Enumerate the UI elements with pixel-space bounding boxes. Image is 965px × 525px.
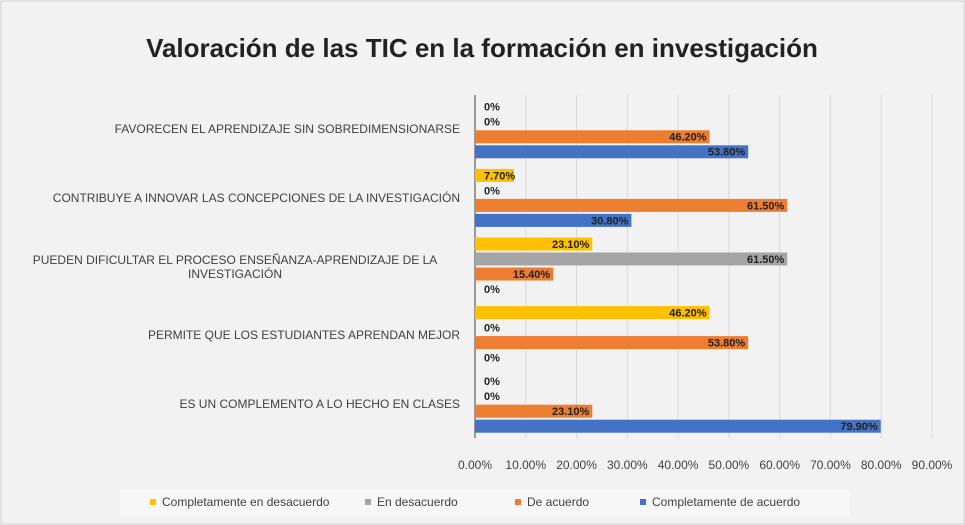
data-label: 53.80% [708,338,746,350]
category-text: PUEDEN DIFICULTAR EL PROCESO ENSEÑANZA-A… [32,252,438,281]
data-label: 0% [484,117,500,129]
data-label: 0% [484,102,500,114]
legend-swatch [515,499,521,505]
data-label: 79.90% [840,421,878,433]
legend-swatch [640,499,646,505]
bar [475,306,710,320]
legend-label: Completamente de acuerdo [652,495,800,509]
data-label: 53.80% [708,147,746,159]
y-tick-label: PERMITE QUE LOS ESTUDIANTES APRENDAN MEJ… [10,328,460,342]
data-label: 46.20% [669,132,707,144]
y-tick-label: PUEDEN DIFICULTAR EL PROCESO ENSEÑANZA-A… [10,253,460,281]
category-text: PERMITE QUE LOS ESTUDIANTES APRENDAN MEJ… [147,328,460,343]
legend-swatch [365,499,371,505]
bar [475,130,710,144]
data-label: 30.80% [591,215,629,227]
x-tick-label: 30.00% [607,458,648,472]
bar [475,419,881,433]
data-label: 0% [484,353,500,365]
y-tick-label: FAVORECEN EL APRENDIZAJE SIN SOBREDIMENS… [10,122,460,136]
bar [475,404,593,418]
category-text: ES UN COMPLEMENTO A LO HECHO EN CLASES [179,396,460,411]
bar [475,198,788,212]
bar [475,168,515,182]
bar [475,237,593,251]
x-tick-label: 60.00% [759,458,800,472]
data-label: 0% [484,376,500,388]
chart-title: Valoración de las TIC en la formación en… [146,33,818,63]
y-tick-label: ES UN COMPLEMENTO A LO HECHO EN CLASES [10,397,460,411]
x-tick-label: 40.00% [658,458,699,472]
x-tick-label: 10.00% [505,458,546,472]
data-label: 23.10% [552,406,590,418]
data-label: 61.50% [747,200,785,212]
y-tick-label: CONTRIBUYE A INNOVAR LAS CONCEPCIONES DE… [10,191,460,205]
data-label: 0% [484,391,500,403]
data-label: 0% [484,323,500,335]
data-label: 7.70% [484,170,515,182]
x-tick-label: 50.00% [709,458,750,472]
bar [475,336,749,350]
legend-label: Completamente en desacuerdo [162,495,330,509]
bar [475,252,788,266]
x-tick-label: 80.00% [861,458,902,472]
data-label: 46.20% [669,308,707,320]
data-label: 0% [484,284,500,296]
data-label: 15.40% [513,269,551,281]
legend-label: De acuerdo [527,495,589,509]
category-text: FAVORECEN EL APRENDIZAJE SIN SOBREDIMENS… [114,122,460,137]
legend-swatch [150,499,156,505]
legend-box [120,490,850,516]
category-text: CONTRIBUYE A INNOVAR LAS CONCEPCIONES DE… [52,190,460,205]
legend-label: En desacuerdo [377,495,458,509]
data-label: 61.50% [747,254,785,266]
x-tick-label: 90.00% [912,458,953,472]
bar [475,213,632,227]
bar [475,145,749,159]
x-tick-label: 0.00% [458,458,492,472]
x-tick-label: 20.00% [556,458,597,472]
bar [475,267,554,281]
data-label: 0% [484,185,500,197]
x-tick-label: 70.00% [810,458,851,472]
data-label: 23.10% [552,239,590,251]
